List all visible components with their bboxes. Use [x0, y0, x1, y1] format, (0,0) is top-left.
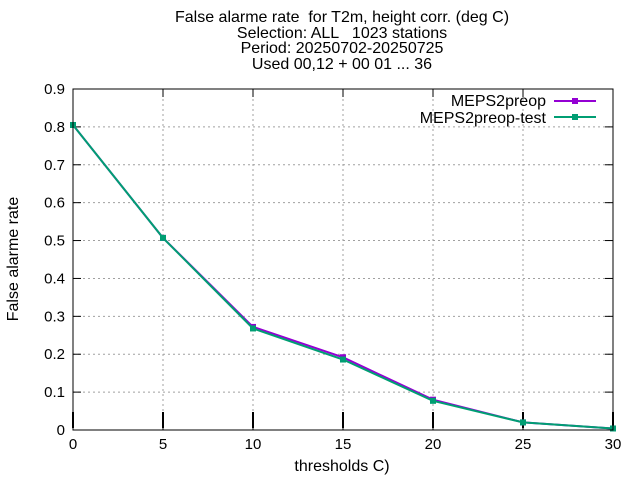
x-axis-ticks: 0 5 10 15 20 25 30 — [69, 89, 622, 453]
data-point — [160, 234, 166, 241]
legend-label-meps2preop-test: MEPS2preop-test — [420, 110, 547, 127]
plot-frame — [72, 88, 614, 431]
x-tick-label: 10 — [245, 436, 262, 453]
title-line-1: False alarme rate for T2m, height corr. … — [174, 9, 510, 26]
legend-label-meps2preop: MEPS2preop — [451, 93, 546, 110]
x-tick-label: 25 — [515, 436, 532, 453]
y-tick-label: 0.5 — [44, 233, 65, 250]
data-point — [430, 397, 436, 404]
data-point — [340, 356, 346, 363]
title-line-3: Period: 20250702-20250725 — [240, 40, 444, 57]
y-tick-label: 0.1 — [44, 384, 65, 401]
data-point — [250, 325, 256, 332]
chart-title: False alarme rate for T2m, height corr. … — [0, 10, 640, 72]
error-bars — [72, 412, 614, 428]
title-line-2: Selection: ALL 1023 stations — [236, 24, 448, 42]
y-tick-label: 0.7 — [44, 157, 65, 174]
legend-marker-meps2preop — [572, 98, 578, 104]
y-tick-label: 0.6 — [44, 195, 65, 212]
legend-marker-meps2preop-test — [572, 114, 578, 120]
x-tick-label: 20 — [425, 436, 442, 453]
data-point — [520, 419, 526, 426]
grid-lines — [73, 89, 613, 430]
y-tick-label: 0.2 — [44, 346, 65, 363]
y-axis-ticks: 0 0.1 0.2 0.3 0.4 0.5 0.6 0.7 0.8 0.9 — [44, 81, 613, 439]
y-tick-label: 0.3 — [44, 308, 65, 325]
y-tick-label: 0.9 — [44, 81, 65, 98]
x-tick-label: 15 — [335, 436, 352, 453]
title-line-4: Used 00,12 + 00 01 ... 36 — [251, 55, 433, 73]
x-axis-label: thresholds C) — [294, 458, 389, 475]
y-tick-label: 0 — [57, 422, 65, 439]
x-tick-label: 5 — [159, 436, 167, 453]
x-tick-label: 0 — [69, 436, 77, 453]
x-tick-label: 30 — [605, 436, 622, 453]
y-tick-label: 0.4 — [44, 270, 65, 287]
y-axis-label: False alarme rate — [5, 197, 22, 322]
y-tick-label: 0.8 — [44, 119, 65, 136]
legend: MEPS2preop MEPS2preop-test — [420, 93, 596, 127]
